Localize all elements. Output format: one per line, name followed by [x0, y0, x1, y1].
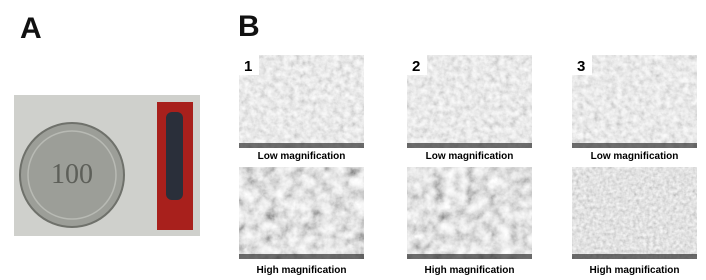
caption-low: Low magnification — [591, 151, 679, 162]
sem-info-bar — [239, 143, 364, 148]
sem-info-bar — [572, 254, 697, 259]
sem-image-low — [572, 55, 697, 148]
sem-info-bar — [407, 254, 532, 259]
caption-high: High magnification — [257, 265, 347, 276]
caption-low: Low magnification — [258, 151, 346, 162]
coin — [19, 122, 125, 228]
sem-info-bar — [407, 143, 532, 148]
sem-image-high — [407, 167, 532, 259]
sem-grid: 1 Low magnification High magnification 2 Low… — [239, 55, 697, 276]
electrode — [166, 112, 183, 200]
sem-info-bar — [572, 143, 697, 148]
panel-label: B — [238, 10, 260, 43]
column-number: 1 — [244, 58, 252, 75]
number-box — [572, 55, 592, 75]
sem-image-low — [239, 55, 364, 148]
sem-image-low — [407, 55, 532, 148]
sem-image-high — [572, 167, 697, 259]
caption-low: Low magnification — [426, 151, 514, 162]
caption-high: High magnification — [425, 265, 515, 276]
coin-text: 100 — [51, 159, 93, 190]
column-number: 2 — [412, 58, 420, 75]
number-box — [239, 55, 259, 75]
number-box — [407, 55, 427, 75]
sem-info-bar — [239, 254, 364, 259]
coin-rim — [27, 130, 117, 220]
caption-high: High magnification — [590, 265, 680, 276]
panel-label: A — [20, 12, 42, 45]
column-number: 3 — [577, 58, 585, 75]
sem-image-high — [239, 167, 364, 259]
